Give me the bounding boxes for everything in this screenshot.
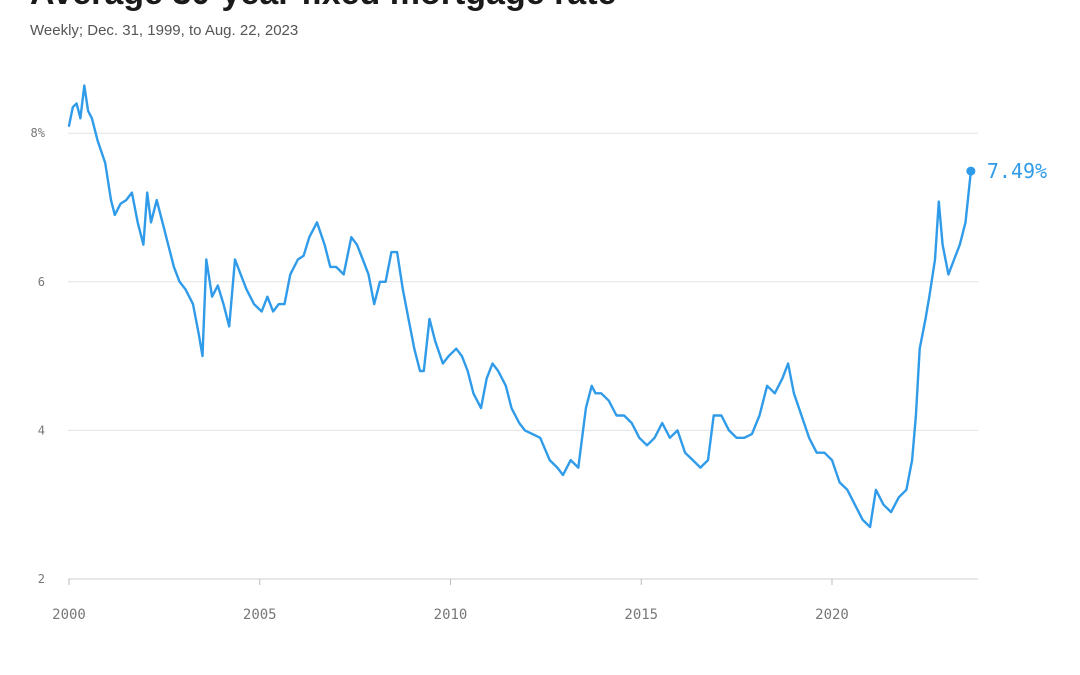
- y-tick-label-6: 6: [38, 275, 45, 289]
- gridlines: [68, 132, 978, 580]
- y-tick-label-2: 2: [38, 572, 45, 586]
- chart-subtitle: Weekly; Dec. 31, 1999, to Aug. 22, 2023: [30, 22, 299, 39]
- end-point-marker: [966, 166, 976, 176]
- x-tick-label-2005: 2005: [243, 607, 277, 623]
- end-value-label: 7.49%: [987, 159, 1047, 183]
- x-tick-label-2000: 2000: [52, 607, 86, 623]
- series-line: [67, 84, 973, 529]
- x-tick-label-2020: 2020: [815, 607, 849, 623]
- chart-title: Average 30-year fixed mortgage rate: [30, 0, 616, 13]
- y-tick-label-8: 8%: [31, 126, 46, 140]
- x-tick-label-2015: 2015: [624, 607, 658, 623]
- y-tick-label-4: 4: [38, 423, 45, 437]
- x-tick-label-2010: 2010: [434, 607, 468, 623]
- series-layer: 7.49%: [67, 84, 1047, 529]
- x-axis-ticks: 2000 2005 2010 2015 2020: [52, 579, 849, 623]
- y-axis-ticks: 2 4 6 8%: [31, 126, 46, 586]
